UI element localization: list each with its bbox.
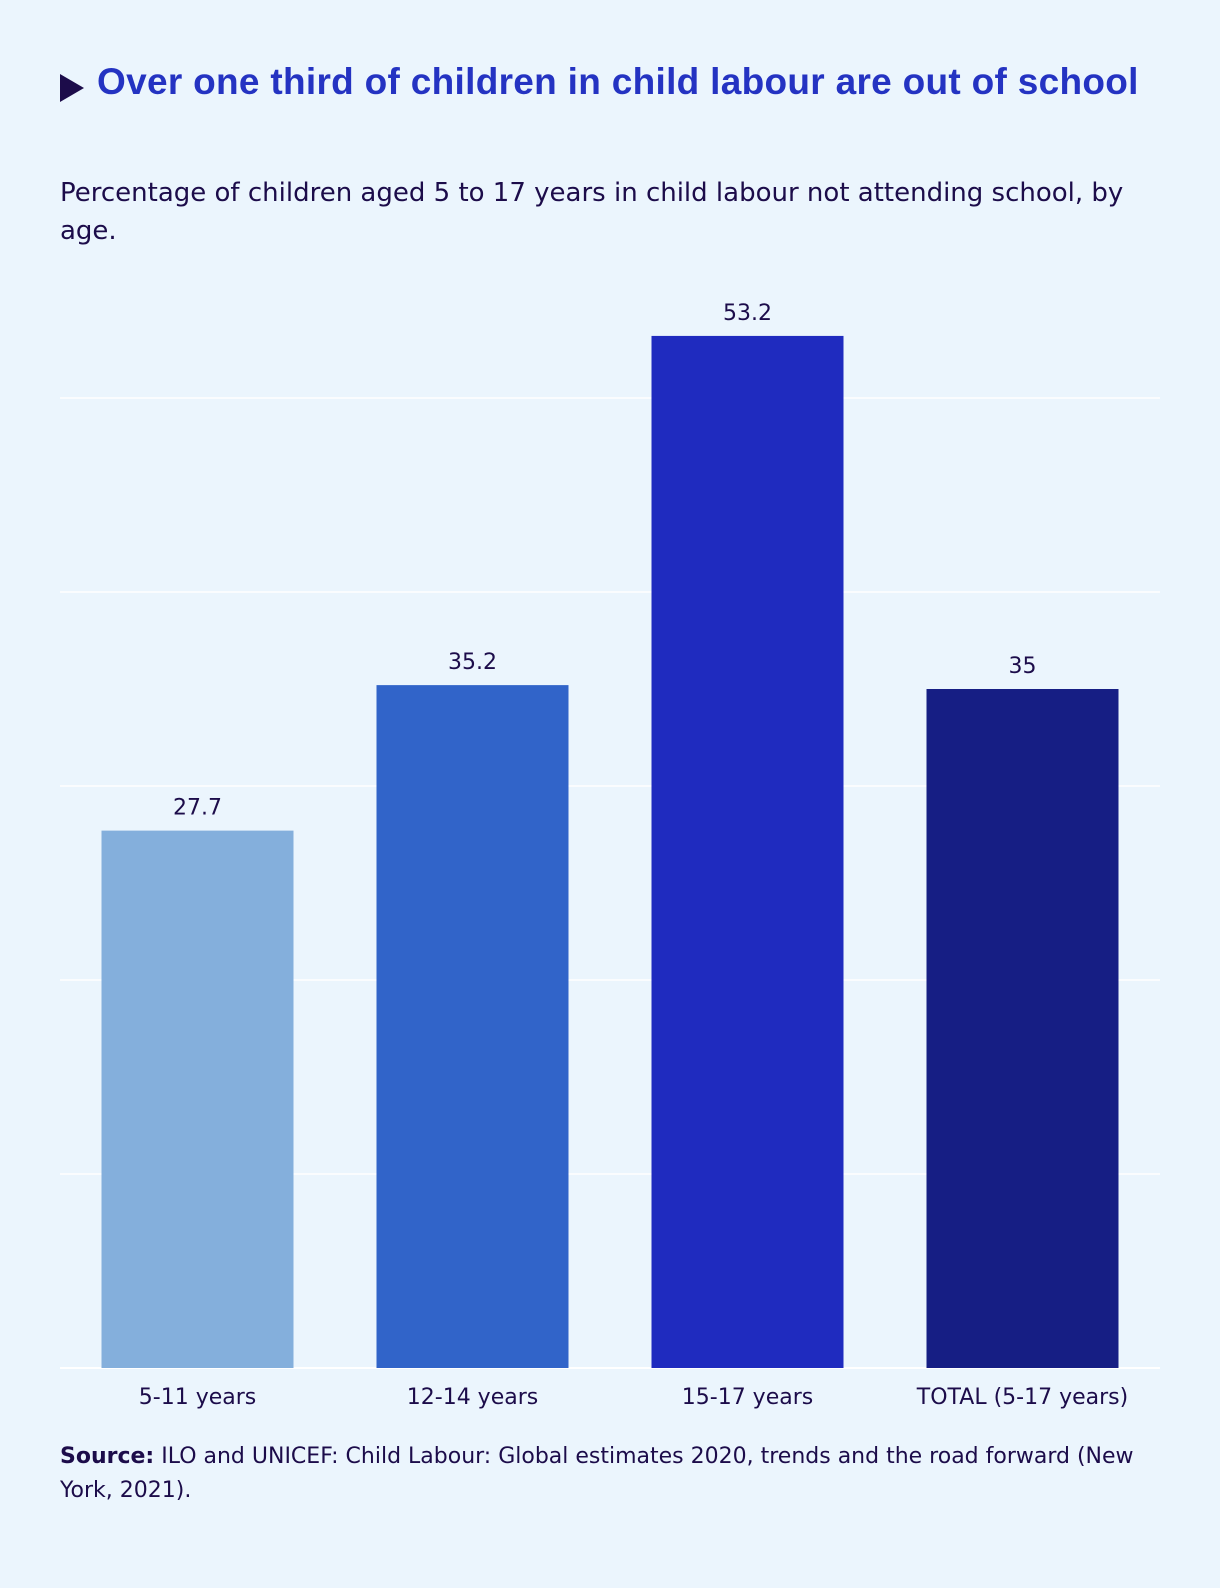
bar (926, 689, 1119, 1368)
source-note: Source: ILO and UNICEF: Child Labour: Gl… (60, 1440, 1160, 1508)
title-row: Over one third of children in child labo… (60, 58, 1160, 106)
category-label: 5-11 years (139, 1385, 256, 1410)
chart-title: Over one third of children in child labo… (97, 61, 1139, 102)
category-label: TOTAL (5-17 years) (916, 1385, 1128, 1410)
bar-value-label: 27.7 (173, 796, 222, 821)
category-labels: 5-11 years 12-14 years 15-17 years TOTAL (5… (139, 1385, 1128, 1410)
bar (651, 335, 844, 1369)
source-text: ILO and UNICEF: Child Labour: Global est… (60, 1444, 1134, 1503)
category-label: 12-14 years (407, 1385, 538, 1410)
bar-chart: 27.7 35.2 53.2 35 5-11 years 12-14 years 15-1… (60, 301, 1160, 1410)
category-label: 15-17 years (682, 1385, 813, 1410)
bar (101, 830, 294, 1368)
bar-value-labels: 27.7 35.2 53.2 35 (173, 301, 1036, 821)
triangle-bullet-icon (60, 74, 84, 102)
bar-value-label: 35.2 (448, 650, 497, 675)
source-label: Source: (60, 1444, 155, 1469)
bar-value-label: 35 (1009, 654, 1037, 679)
bar (376, 685, 569, 1368)
chart-subtitle: Percentage of children aged 5 to 17 year… (60, 178, 1124, 246)
bar-value-label: 53.2 (723, 301, 772, 326)
bars (101, 335, 1119, 1369)
